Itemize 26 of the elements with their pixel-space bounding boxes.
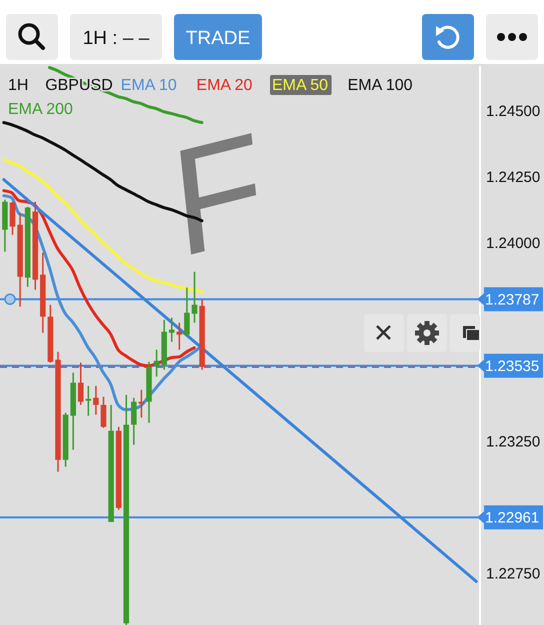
candlestick [138, 389, 144, 418]
trade-button: TRADE [174, 14, 262, 60]
ref-line-label: 1.23535 [485, 358, 540, 376]
ref-line-label: 1.22961 [485, 510, 540, 527]
y-tick-label: 1.24500 [486, 103, 540, 120]
candlestick [131, 397, 137, 446]
y-tick-label: 1.24250 [486, 169, 540, 186]
series-label: EMA 200 [8, 101, 74, 118]
candlestick [93, 385, 99, 416]
timeframe-button: 1H : – – [70, 14, 162, 60]
text: EMA 20 [196, 77, 253, 94]
candlestick [168, 316, 175, 343]
text: 1H [8, 77, 28, 94]
text: EMA 100 [348, 77, 413, 94]
y-tick-label: 1.23250 [486, 433, 540, 450]
ref-line-label: 1.23787 [485, 291, 540, 308]
y-tick-label: 1.24000 [486, 235, 540, 252]
candlestick [176, 322, 182, 350]
candlestick [154, 348, 160, 378]
candlestick [184, 286, 190, 336]
text: EMA 50 [272, 77, 328, 94]
text: EMA 10 [120, 77, 177, 94]
candlestick [192, 271, 198, 324]
candlestick [100, 396, 106, 429]
y-tick-label: 1.22750 [486, 565, 540, 582]
annotation: F [164, 99, 272, 290]
